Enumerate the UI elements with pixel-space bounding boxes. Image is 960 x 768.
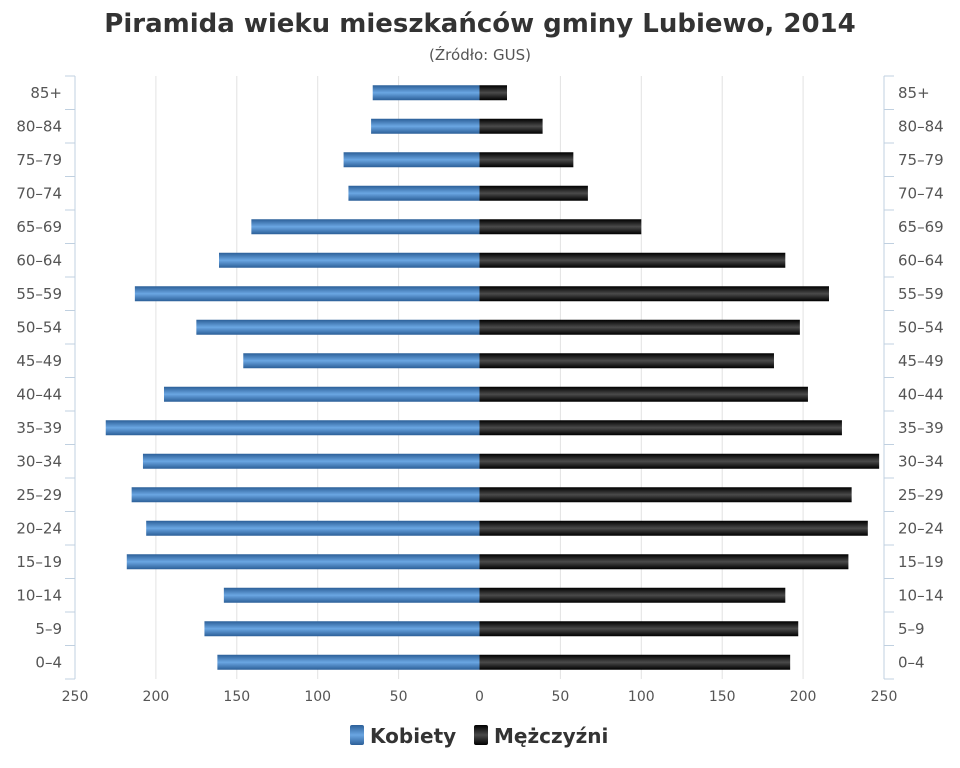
x-tick-label: 250 xyxy=(871,689,898,705)
category-labels-right: 85+ 80–84 75–79 70–74 65–69 60–64 55–59 50–54 45… xyxy=(898,84,944,672)
axes xyxy=(65,75,894,680)
bar-mezczyzni[interactable] xyxy=(479,152,574,168)
category-label: 65–69 xyxy=(898,218,944,236)
category-label: 20–24 xyxy=(16,519,62,537)
x-tick-label: 100 xyxy=(628,689,655,705)
bar-kobiety[interactable] xyxy=(204,621,480,637)
category-label: 20–24 xyxy=(898,519,944,537)
bar-kobiety[interactable] xyxy=(142,453,480,469)
x-tick-label: 150 xyxy=(709,689,736,705)
category-label: 30–34 xyxy=(16,452,62,470)
category-label: 10–14 xyxy=(16,586,62,604)
category-label: 65–69 xyxy=(16,218,62,236)
x-tick-labels: 250 200 150 100 50 0 50 100 150 200 250 xyxy=(62,689,898,705)
category-label: 70–74 xyxy=(16,184,62,202)
bar-mezczyzni[interactable] xyxy=(479,118,543,134)
category-label: 60–64 xyxy=(898,251,944,269)
bar-mezczyzni[interactable] xyxy=(479,587,786,603)
chart-subtitle: (Źródło: GUS) xyxy=(429,45,531,64)
category-label: 70–74 xyxy=(898,184,944,202)
category-label: 50–54 xyxy=(898,318,944,336)
category-label: 0–4 xyxy=(35,653,62,671)
x-tick-label: 200 xyxy=(790,689,817,705)
bar-mezczyzni[interactable] xyxy=(479,252,786,268)
category-label: 45–49 xyxy=(16,352,62,370)
category-label: 40–44 xyxy=(898,385,944,403)
bar-mezczyzni[interactable] xyxy=(479,453,880,469)
category-label: 5–9 xyxy=(35,620,62,638)
legend-item-mezczyzni[interactable]: Mężczyźni xyxy=(474,724,608,748)
bar-mezczyzni[interactable] xyxy=(479,621,799,637)
legend-swatch-mezczyzni xyxy=(474,725,488,745)
category-label: 10–14 xyxy=(898,586,944,604)
category-label: 45–49 xyxy=(898,352,944,370)
x-tick-label: 250 xyxy=(62,689,89,705)
bar-kobiety[interactable] xyxy=(217,654,480,670)
x-tick-label: 150 xyxy=(223,689,250,705)
bar-mezczyzni[interactable] xyxy=(479,286,829,302)
legend-label-mezczyzni: Mężczyźni xyxy=(494,724,608,748)
legend-item-kobiety[interactable]: Kobiety xyxy=(350,724,456,748)
bar-kobiety[interactable] xyxy=(371,118,480,134)
bar-kobiety[interactable] xyxy=(223,587,480,603)
bar-kobiety[interactable] xyxy=(196,319,480,335)
bar-mezczyzni[interactable] xyxy=(479,654,791,670)
bar-mezczyzni[interactable] xyxy=(479,185,588,201)
category-label: 55–59 xyxy=(898,285,944,303)
bar-mezczyzni[interactable] xyxy=(479,554,849,570)
category-label: 25–29 xyxy=(898,486,944,504)
bar-kobiety[interactable] xyxy=(343,152,480,168)
category-label: 40–44 xyxy=(16,385,62,403)
category-label: 5–9 xyxy=(898,620,925,638)
category-label: 0–4 xyxy=(898,653,925,671)
legend-swatch-kobiety xyxy=(350,725,364,745)
x-tick-label: 50 xyxy=(390,689,408,705)
category-label: 80–84 xyxy=(898,117,944,135)
bar-kobiety[interactable] xyxy=(105,420,480,436)
legend-label-kobiety: Kobiety xyxy=(370,724,456,748)
bar-kobiety[interactable] xyxy=(372,85,480,101)
x-tick-label: 50 xyxy=(551,689,569,705)
bar-kobiety[interactable] xyxy=(163,386,480,402)
legend[interactable]: Kobiety Mężczyźni xyxy=(350,724,608,748)
category-label: 55–59 xyxy=(16,285,62,303)
bar-mezczyzni[interactable] xyxy=(479,319,800,335)
category-label: 35–39 xyxy=(16,419,62,437)
x-tick-label: 100 xyxy=(304,689,331,705)
bar-kobiety[interactable] xyxy=(126,554,480,570)
x-tick-label: 200 xyxy=(143,689,170,705)
category-label: 85+ xyxy=(898,84,930,102)
bar-mezczyzni[interactable] xyxy=(479,219,642,235)
bar-kobiety[interactable] xyxy=(348,185,480,201)
category-label: 75–79 xyxy=(898,151,944,169)
bar-kobiety[interactable] xyxy=(251,219,480,235)
bar-mezczyzni[interactable] xyxy=(479,353,774,369)
bar-kobiety[interactable] xyxy=(219,252,480,268)
category-label: 35–39 xyxy=(898,419,944,437)
x-tick-label: 0 xyxy=(475,689,484,705)
bar-kobiety[interactable] xyxy=(243,353,480,369)
bar-mezczyzni[interactable] xyxy=(479,85,508,101)
bar-kobiety[interactable] xyxy=(146,520,480,536)
category-label: 75–79 xyxy=(16,151,62,169)
category-label: 25–29 xyxy=(16,486,62,504)
category-label: 15–19 xyxy=(16,553,62,571)
bar-mezczyzni[interactable] xyxy=(479,386,808,402)
chart-title: Piramida wieku mieszkańców gminy Lubiewo… xyxy=(104,9,855,39)
bars xyxy=(105,85,880,670)
category-label: 50–54 xyxy=(16,318,62,336)
category-label: 60–64 xyxy=(16,251,62,269)
category-label: 80–84 xyxy=(16,117,62,135)
bar-kobiety[interactable] xyxy=(131,487,480,503)
category-label: 85+ xyxy=(30,84,62,102)
category-labels-left: 85+ 80–84 75–79 70–74 65–69 60–64 55–59 50–54 45… xyxy=(16,84,62,672)
bar-mezczyzni[interactable] xyxy=(479,520,868,536)
bar-mezczyzni[interactable] xyxy=(479,420,842,436)
bar-kobiety[interactable] xyxy=(134,286,480,302)
category-label: 15–19 xyxy=(898,553,944,571)
bar-mezczyzni[interactable] xyxy=(479,487,852,503)
category-label: 30–34 xyxy=(898,452,944,470)
